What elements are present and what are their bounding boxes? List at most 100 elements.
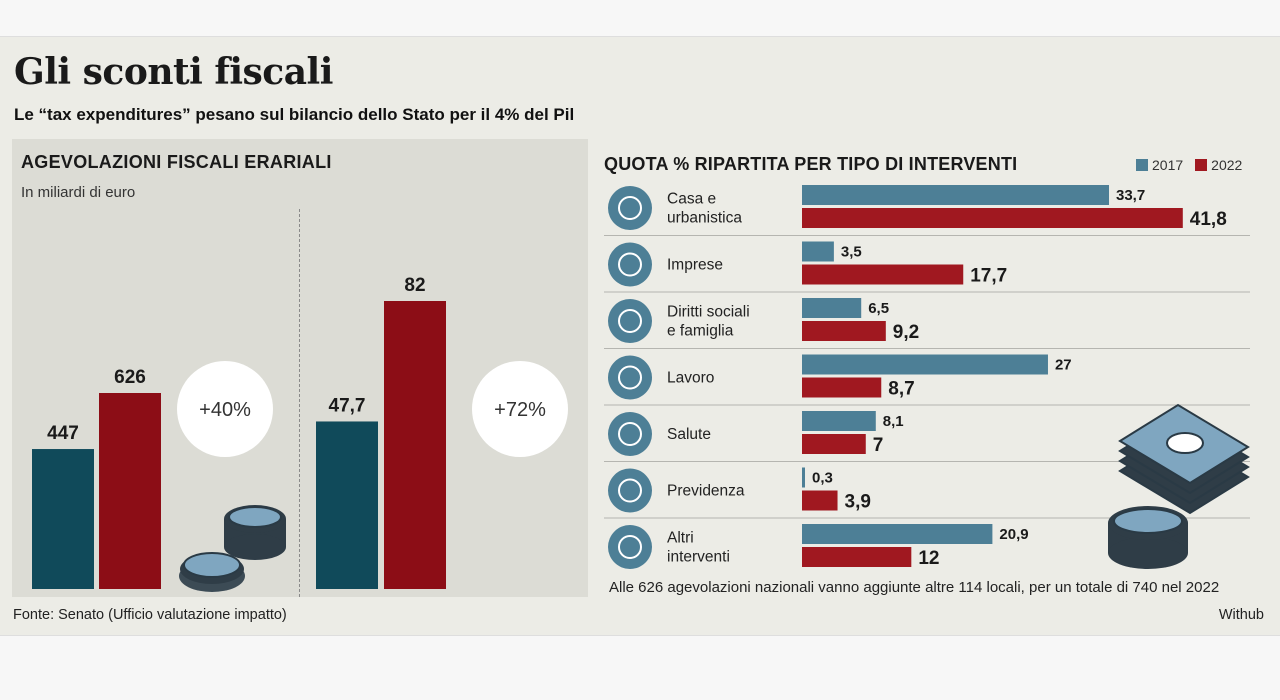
- bar-value-label: 27: [1055, 357, 1072, 374]
- bar-2022: [802, 434, 866, 454]
- banknote-mark: [1166, 432, 1204, 454]
- category-row: Casa e urbanistica 33,7 41,8: [604, 185, 1250, 236]
- bar-value-label: 8,1: [883, 413, 904, 430]
- category-row: Diritti sociali e famiglia 6,59,2: [604, 298, 1250, 349]
- bar-2022: [802, 321, 886, 341]
- shop-icon: [608, 242, 652, 287]
- gear-people-icon: [608, 525, 652, 569]
- legend-swatch-2017: [1136, 159, 1148, 171]
- category-label: Lavoro: [667, 370, 714, 387]
- bar-value-label: 12: [918, 548, 939, 569]
- bar-value-label: 6,5: [868, 300, 889, 317]
- category-label: e famiglia: [667, 323, 734, 340]
- coin-stack-bottom: [1108, 537, 1188, 569]
- icon-glyph: [618, 422, 642, 446]
- change-label: +72%: [494, 399, 546, 421]
- bar-value-label: 7: [873, 435, 884, 456]
- legend: 2017 2022: [1136, 157, 1242, 173]
- legend-swatch-2022: [1195, 159, 1208, 171]
- vertical-bar-charts: 44720166262022+40%47,72016822022+72%: [32, 275, 568, 592]
- bar-value-label: 33,7: [1116, 187, 1145, 204]
- legend-item-2017: 2017: [1136, 157, 1183, 173]
- panel-divider: [299, 209, 300, 597]
- category-row: Lavoro 27 8,7: [604, 354, 1250, 406]
- bar-2016: [32, 449, 94, 589]
- bar-2017: [802, 354, 1048, 375]
- chart-subtitle: Le “tax expenditures” pesano sul bilanci…: [14, 105, 575, 124]
- icon-background: [608, 468, 652, 513]
- category-label: Casa e: [667, 191, 716, 208]
- category-row: Salute 8,1 7: [604, 411, 1250, 462]
- icon-background: [608, 355, 652, 400]
- category-label: Previdenza: [667, 483, 745, 500]
- first-aid-icon: [608, 412, 652, 456]
- credit: Withub: [1218, 607, 1264, 623]
- source-note: Fonte: Senato (Ufficio valutazione impat…: [13, 607, 287, 623]
- bar-2022: [802, 208, 1183, 228]
- bar-2022: [802, 264, 964, 285]
- footnote: Alle 626 agevolazioni nazionali vanno ag…: [609, 579, 1220, 596]
- bar-2016: [316, 421, 378, 589]
- bar-2017: [802, 411, 876, 431]
- coins-icon: [179, 505, 286, 592]
- icon-glyph: [618, 252, 642, 277]
- bar-2017: [802, 185, 1110, 205]
- change-badge: [177, 361, 273, 457]
- left-panel-unit: In miliardi di euro: [21, 184, 136, 201]
- icon-background: [608, 299, 652, 343]
- icon-glyph: [618, 196, 642, 220]
- bar-value-label: 20,9: [999, 526, 1028, 543]
- category-row: Imprese 3,5 17,7: [604, 241, 1250, 293]
- category-row: Altri interventi 20,9 12: [608, 524, 1029, 569]
- briefcase-icon: [608, 355, 652, 400]
- bar-2022: [802, 490, 838, 511]
- horizontal-bar-chart: Casa e urbanistica 33,7 41,8 Imprese 3,5 17,7 D…: [604, 185, 1250, 569]
- buildings-icon: [608, 186, 652, 230]
- bar-value-label: 447: [47, 423, 79, 444]
- icon-glyph: [618, 309, 642, 333]
- category-label: Altri: [667, 530, 694, 547]
- right-panel-heading: QUOTA % RIPARTITA PER TIPO DI INTERVENTI: [604, 154, 1018, 174]
- coin-stack-bottom: [224, 534, 286, 560]
- bar-2017: [802, 298, 862, 318]
- category-label: Imprese: [667, 257, 723, 274]
- bar-value-label: 3,5: [841, 244, 862, 261]
- legend-label-2017: 2017: [1152, 157, 1184, 173]
- change-badge: [472, 361, 568, 457]
- left-panel: AGEVOLAZIONI FISCALI ERARIALI In miliard…: [12, 139, 588, 597]
- coin-face: [183, 552, 241, 578]
- bar-value-label: 47,7: [329, 395, 366, 416]
- coin-stack-face: [228, 506, 282, 528]
- change-label: +40%: [199, 399, 251, 421]
- bar-value-label: 17,7: [970, 266, 1007, 287]
- icon-glyph: [618, 478, 642, 503]
- bar-value-label: 9,2: [893, 322, 919, 343]
- bar-value-label: 41,8: [1190, 209, 1227, 230]
- icon-background: [608, 412, 652, 456]
- infographic-frame: Gli sconti fiscali Le “tax expenditures”…: [0, 36, 1280, 636]
- category-label: interventi: [667, 549, 730, 566]
- bar-value-label: 0,3: [812, 470, 833, 487]
- bar-2022: [802, 547, 912, 567]
- family-icon: [608, 299, 652, 343]
- coin-stack-face: [1113, 508, 1183, 534]
- icon-background: [608, 525, 652, 569]
- bar-value-label: 626: [114, 367, 146, 388]
- bar-2017: [802, 467, 805, 488]
- bar-2017: [802, 241, 834, 262]
- category-label: Diritti sociali: [667, 304, 750, 321]
- bar-value-label: 3,9: [845, 492, 871, 513]
- category-label: urbanistica: [667, 210, 742, 227]
- category-label: Salute: [667, 426, 711, 443]
- bar-2022: [99, 393, 161, 589]
- bar-value-label: 8,7: [888, 379, 914, 400]
- money-stack-icon: [1108, 403, 1250, 569]
- legend-label-2022: 2022: [1211, 157, 1243, 173]
- bar-2017: [802, 524, 993, 544]
- legend-item-2022: 2022: [1195, 157, 1242, 173]
- icon-background: [608, 186, 652, 230]
- left-panel-heading: AGEVOLAZIONI FISCALI ERARIALI: [21, 152, 332, 172]
- bar-value-label: 82: [404, 275, 425, 296]
- bar-2022: [802, 377, 882, 398]
- chart-title: Gli sconti fiscali: [14, 51, 333, 93]
